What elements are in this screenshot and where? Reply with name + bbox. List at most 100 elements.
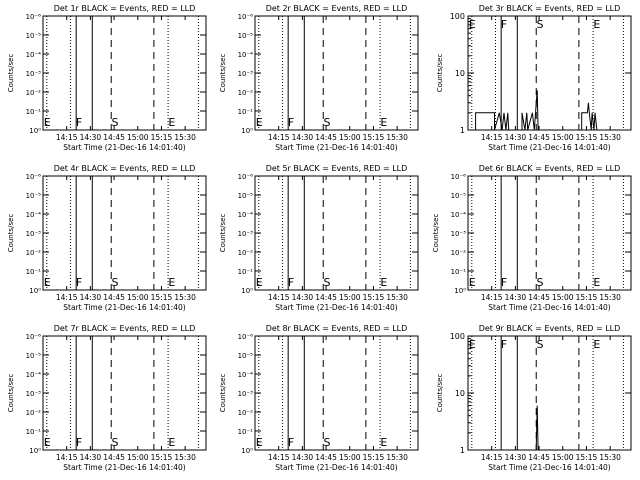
x-tick-label: 14:45 [528,293,550,302]
phase-marker: E [469,338,476,351]
y-tick-label: 10⁻⁵ [26,192,42,200]
chart-panel-1: Det 1r BLACK = Events, RED = LLD 10⁰ 10⁻¹ 1… [7,4,207,152]
x-tick-label: 14:45 [315,133,337,142]
x-tick-label: 15:00 [339,453,361,462]
chart-panel-4: Det 4r BLACK = Events, RED = LLD 10⁰ 10⁻¹ 1… [7,164,207,312]
y-axis-label: Counts/sec [436,54,444,93]
x-axis-label: Start Time (21-Dec-16 14:01:40) [63,463,185,472]
y-tick-label: 10⁻⁵ [238,352,254,360]
x-tick-label: 15:30 [386,293,408,302]
x-tick-label: 15:30 [599,133,621,142]
y-tick-label: 100 [450,332,465,341]
phase-marker: F [288,116,294,129]
y-tick-label: 1 [460,126,465,135]
x-tick-label: 14:15 [481,133,503,142]
x-tick-label: 15:30 [386,133,408,142]
y-tick-label: 10 [455,389,465,398]
x-tick-label: 14:30 [292,453,314,462]
y-tick-label: 10⁻⁶ [238,333,254,341]
y-tick-label: 10⁻³ [451,230,467,238]
y-tick-label: 10⁻⁴ [26,371,42,379]
y-tick-label: 10⁻¹ [26,108,42,116]
chart-panel-9: Det 9r BLACK = Events, RED = LLD 1 10 100 Co… [436,324,632,472]
phase-marker: E [593,338,600,351]
x-tick-label: 15:15 [363,453,385,462]
y-tick-label: 10⁻⁴ [238,211,254,219]
phase-marker: S [324,116,331,129]
x-tick-label: 15:15 [363,293,385,302]
panel-title: Det 7r BLACK = Events, RED = LLD [54,324,196,333]
plot-frame [42,15,207,131]
panel-title: Det 9r BLACK = Events, RED = LLD [479,324,621,333]
x-tick-label: 14:30 [292,293,314,302]
y-tick-label: 10⁻³ [238,70,254,78]
phase-marker: S [112,436,119,449]
x-tick-label: 14:30 [505,293,527,302]
phase-marker: S [112,276,119,289]
panel-title: Det 2r BLACK = Events, RED = LLD [266,4,408,13]
phase-marker: E [168,276,175,289]
phase-marker: F [501,18,507,31]
x-tick-label: 14:45 [103,133,125,142]
x-tick-label: 15:15 [151,293,173,302]
x-axis-label: Start Time (21-Dec-16 14:01:40) [275,143,397,152]
y-tick-label: 10⁻² [238,409,254,417]
plot-frame [254,15,419,131]
phase-marker: F [76,116,82,129]
x-tick-label: 15:30 [386,453,408,462]
x-tick-label: 15:00 [127,293,149,302]
y-tick-label: 10⁻⁵ [238,32,254,40]
x-tick-label: 15:30 [599,453,621,462]
y-tick-label: 10⁰ [29,127,41,135]
phase-marker: E [44,436,51,449]
panel-title: Det 1r BLACK = Events, RED = LLD [54,4,196,13]
y-axis-label: Counts/sec [219,54,227,93]
x-tick-label: 14:30 [505,133,527,142]
phase-marker: E [256,116,263,129]
y-tick-label: 10⁻⁴ [238,51,254,59]
y-tick-label: 10⁻² [451,249,467,257]
chart-panel-6: Det 6r BLACK = Events, RED = LLD 10⁰ 10⁻¹ 1… [432,164,632,312]
panel-title: Det 4r BLACK = Events, RED = LLD [54,164,196,173]
phase-marker: E [469,18,476,31]
y-tick-label: 10⁻² [26,89,42,97]
x-tick-label: 15:00 [552,133,574,142]
phase-marker: E [380,116,387,129]
y-tick-label: 10⁻² [238,89,254,97]
y-tick-label: 10⁻¹ [26,268,42,276]
phase-marker: S [537,338,544,351]
x-axis-label: Start Time (21-Dec-16 14:01:40) [63,143,185,152]
phase-marker: E [168,436,175,449]
y-tick-label: 10⁻⁵ [26,352,42,360]
x-axis-label: Start Time (21-Dec-16 14:01:40) [488,463,610,472]
panel-title: Det 6r BLACK = Events, RED = LLD [479,164,621,173]
phase-marker: E [256,276,263,289]
phase-marker: S [537,276,544,289]
y-tick-label: 10⁻³ [238,230,254,238]
y-tick-label: 10⁻¹ [451,268,467,276]
plot-frame [254,335,419,451]
y-tick-label: 10⁻³ [26,70,42,78]
y-tick-label: 10⁰ [29,447,41,455]
plot-frame [467,175,632,291]
plot-frame [42,335,207,451]
phase-marker: S [537,18,544,31]
phase-marker: F [501,338,507,351]
x-axis-label: Start Time (21-Dec-16 14:01:40) [275,303,397,312]
chart-panel-3: Det 3r BLACK = Events, RED = LLD 1 10 100 Co… [436,4,632,152]
y-tick-label: 10⁰ [454,287,466,295]
x-tick-label: 15:00 [127,133,149,142]
y-tick-label: 10⁰ [29,287,41,295]
x-tick-label: 14:30 [292,133,314,142]
x-tick-label: 15:30 [174,453,196,462]
y-tick-label: 10⁻⁶ [238,13,254,21]
x-tick-label: 15:15 [576,453,598,462]
panel-title: Det 5r BLACK = Events, RED = LLD [266,164,408,173]
x-axis-label: Start Time (21-Dec-16 14:01:40) [275,463,397,472]
x-tick-label: 15:15 [151,133,173,142]
y-tick-label: 10⁻⁶ [238,173,254,181]
x-tick-label: 14:45 [528,453,550,462]
y-tick-label: 1 [460,446,465,455]
y-tick-label: 10⁻⁶ [26,173,42,181]
y-axis-label: Counts/sec [432,214,440,253]
